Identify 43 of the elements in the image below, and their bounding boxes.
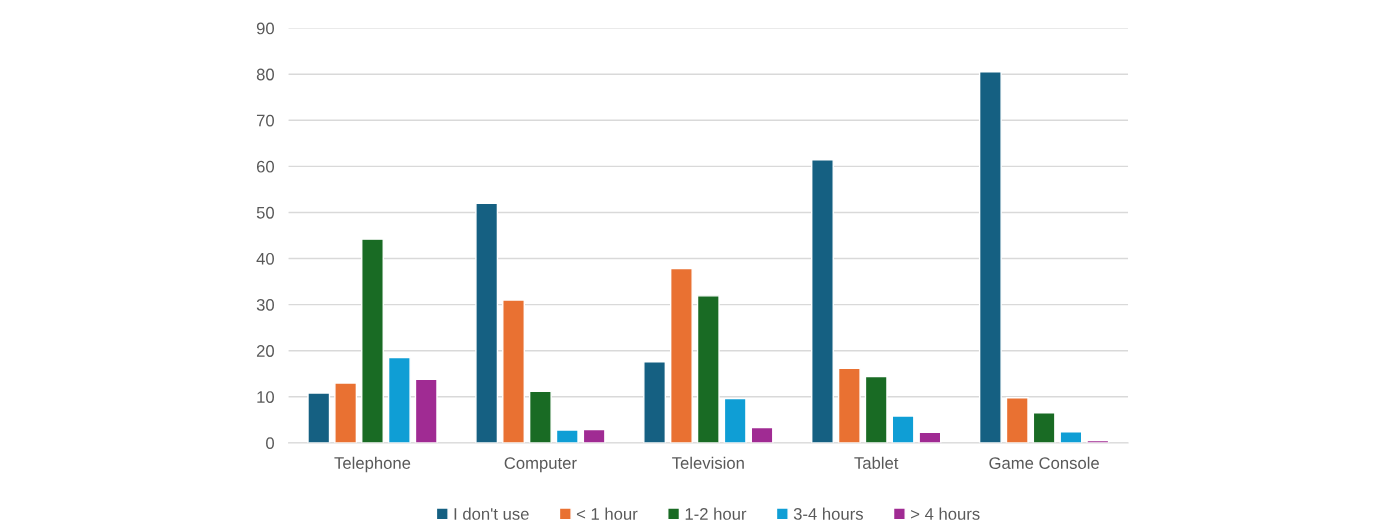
y-tick-label: 30: [256, 299, 274, 311]
y-tick-label: 90: [256, 22, 274, 35]
bar: [307, 392, 331, 443]
bar: [555, 429, 579, 443]
bar: [723, 397, 747, 443]
legend-label: 1-2 hour: [685, 507, 747, 520]
bar: [891, 415, 915, 443]
y-tick-label: 70: [256, 114, 274, 127]
bar: [750, 426, 774, 443]
bar: [334, 382, 358, 443]
bar: [475, 202, 499, 443]
bar: [978, 71, 1002, 443]
bar: [837, 367, 861, 443]
bar: [414, 378, 438, 443]
bar: [811, 159, 834, 443]
bar: [643, 361, 667, 443]
bar: [582, 428, 606, 443]
legend-label: < 1 hour: [576, 507, 638, 520]
y-tick-label: 10: [257, 391, 274, 403]
bar: [528, 390, 552, 443]
x-tick-label: Computer: [504, 457, 577, 473]
bar: [669, 267, 693, 443]
x-tick-label: Telephone: [334, 456, 411, 473]
legend-label: 3-4 hours: [793, 507, 863, 520]
y-tick-label: 50: [256, 206, 274, 219]
x-tick-label: Game Console: [989, 456, 1099, 469]
legend-label: I don't use: [454, 507, 529, 520]
y-tick-label: 80: [256, 68, 274, 81]
bar: [387, 356, 411, 443]
bar: [1032, 412, 1056, 443]
y-tick-label: 60: [256, 160, 274, 173]
bar: [1059, 431, 1083, 443]
bar: [502, 299, 525, 443]
bar: [864, 375, 888, 443]
x-tick-label: Tablet: [854, 456, 899, 469]
x-tick-label: Television: [672, 456, 744, 469]
y-tick-label: 20: [256, 345, 274, 357]
bar: [1005, 396, 1029, 443]
y-tick-label: 40: [256, 252, 274, 265]
legend-label: > 4 hours: [911, 507, 980, 520]
bar: [361, 238, 384, 443]
bar: [696, 295, 720, 443]
y-tick-label: 0: [266, 437, 274, 450]
